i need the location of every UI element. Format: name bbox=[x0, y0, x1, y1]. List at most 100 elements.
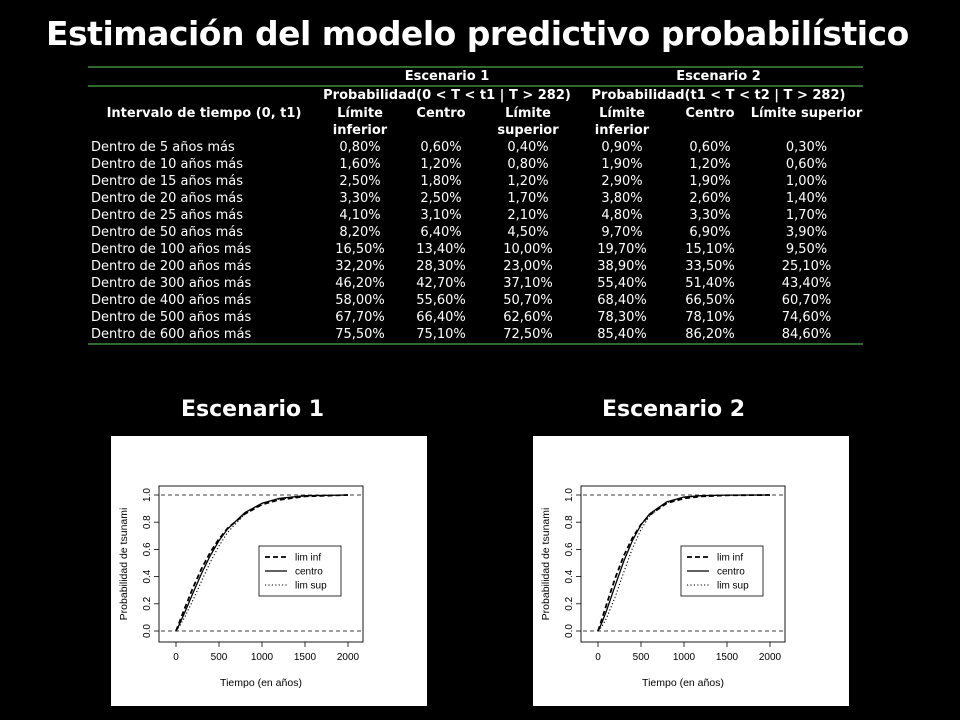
table-row: Dentro de 10 años más 1,60% 1,20% 0,80% 1,90… bbox=[88, 156, 863, 173]
table-cell: 3,10% bbox=[420, 208, 462, 223]
series-line-centro bbox=[175, 494, 349, 632]
table-cell: 10,00% bbox=[503, 242, 553, 257]
y-axis-label: Probabilidad de tsunami bbox=[540, 508, 552, 621]
table-cell: 0,90% bbox=[601, 140, 643, 155]
table-cell: 62,60% bbox=[503, 310, 553, 325]
table-cell: 2,60% bbox=[689, 191, 731, 206]
table-cell: 1,70% bbox=[785, 208, 828, 223]
x-axis-label: Tiempo (en años) bbox=[220, 677, 302, 689]
y-tick-label: 0.2 bbox=[142, 596, 153, 610]
table-cell: 1,00% bbox=[785, 174, 828, 189]
table-cell: 84,60% bbox=[750, 326, 863, 345]
table-row: Dentro de 600 años más 75,50% 75,10% 72,50%… bbox=[88, 326, 863, 345]
row-label: Dentro de 500 años más bbox=[91, 310, 252, 325]
table-row: Dentro de 20 años más 3,30% 2,50% 1,70% 3,80… bbox=[88, 190, 863, 207]
table-cell: 66,40% bbox=[416, 310, 466, 325]
table-cell: 9,70% bbox=[601, 225, 643, 240]
plot-frame bbox=[580, 485, 786, 643]
table-cell: 13,40% bbox=[416, 242, 466, 257]
probability-table: Escenario 1 Escenario 2 Probabilidad(0 <… bbox=[88, 66, 863, 345]
table-cell: 3,30% bbox=[689, 208, 731, 223]
x-tick-label: 500 bbox=[211, 652, 228, 663]
table-cell: 0,60% bbox=[420, 140, 462, 155]
x-tick-label: 500 bbox=[633, 652, 650, 663]
scenario-2-label: Escenario 2 bbox=[602, 397, 746, 422]
table-cell: 3,90% bbox=[785, 225, 828, 240]
col-centro-2: Centro bbox=[685, 106, 735, 121]
probability-1-header: Probabilidad(0 < T < t1 | T > 282) bbox=[323, 88, 571, 103]
y-tick-label: 1.0 bbox=[142, 488, 153, 502]
x-tick-label: 1500 bbox=[716, 652, 739, 663]
col-lim-inf-2: Límite inferior bbox=[594, 106, 650, 138]
col-centro-1: Centro bbox=[416, 106, 466, 121]
table-cell: 78,10% bbox=[685, 310, 735, 325]
table-row: Dentro de 50 años más 8,20% 6,40% 4,50% 9,70… bbox=[88, 224, 863, 241]
table-cell: 43,40% bbox=[781, 276, 832, 291]
y-tick-label: 0.2 bbox=[564, 596, 575, 610]
y-tick-label: 0.8 bbox=[564, 515, 575, 529]
table-cell: 58,00% bbox=[335, 293, 385, 308]
table-cell: 4,50% bbox=[507, 225, 549, 240]
row-label: Dentro de 10 años más bbox=[91, 157, 244, 172]
row-label: Dentro de 100 años más bbox=[91, 242, 252, 257]
x-tick-label: 1000 bbox=[673, 652, 696, 663]
x-tick-label: 1500 bbox=[294, 652, 317, 663]
table-cell: 72,50% bbox=[482, 326, 574, 345]
x-tick-label: 2000 bbox=[759, 652, 782, 663]
table-cell: 0,80% bbox=[507, 157, 549, 172]
table-cell: 9,50% bbox=[785, 242, 828, 257]
plot-scenario-1: 0 500 1000 1500 2000 0.0 0.2 0.4 0.6 0.8 1.0 Tiempo… bbox=[111, 436, 427, 706]
row-label: Dentro de 20 años más bbox=[91, 191, 244, 206]
table-row: Dentro de 5 años más 0,80% 0,60% 0,40% 0,90%… bbox=[88, 139, 863, 156]
y-tick-label: 0.8 bbox=[142, 515, 153, 529]
table-cell: 74,60% bbox=[781, 310, 832, 325]
chart-scenario-1: 0 500 1000 1500 2000 0.0 0.2 0.4 0.6 0.8 1.0 Tiempo… bbox=[118, 485, 364, 689]
table-cell: 1,70% bbox=[507, 191, 549, 206]
table-cell: 6,40% bbox=[420, 225, 462, 240]
legend-label: lim sup bbox=[717, 581, 749, 592]
row-label: Dentro de 25 años más bbox=[91, 208, 244, 223]
probability-2-header: Probabilidad(t1 < T < t2 | T > 282) bbox=[591, 88, 846, 103]
row-label: Dentro de 400 años más bbox=[91, 293, 252, 308]
probability-header-row: Probabilidad(0 < T < t1 | T > 282) Proba… bbox=[88, 86, 863, 105]
table-cell: 51,40% bbox=[685, 276, 735, 291]
table-cell: 16,50% bbox=[335, 242, 385, 257]
row-label: Dentro de 15 años más bbox=[91, 174, 244, 189]
table-cell: 1,20% bbox=[507, 174, 549, 189]
table-cell: 66,50% bbox=[685, 293, 735, 308]
table-cell: 55,40% bbox=[597, 276, 647, 291]
series-line-lim-sup bbox=[597, 494, 771, 632]
row-label: Dentro de 50 años más bbox=[91, 225, 244, 240]
table-cell: 46,20% bbox=[335, 276, 385, 291]
table-cell: 33,50% bbox=[685, 259, 735, 274]
table-cell: 60,70% bbox=[781, 293, 832, 308]
y-tick-label: 0.0 bbox=[564, 624, 575, 638]
chart-scenario-2: 0 500 1000 1500 2000 0.0 0.2 0.4 0.6 0.8 1.0 Tiempo… bbox=[540, 485, 786, 689]
x-axis-label: Tiempo (en años) bbox=[642, 677, 724, 689]
table-cell: 50,70% bbox=[503, 293, 553, 308]
y-tick-label: 0.0 bbox=[142, 624, 153, 638]
column-header-row: Intervalo de tiempo (0, t1) Límite infer… bbox=[88, 105, 863, 139]
legend-label: lim inf bbox=[717, 553, 743, 564]
table-cell: 86,20% bbox=[670, 326, 750, 345]
table-cell: 38,90% bbox=[597, 259, 647, 274]
table-cell: 19,70% bbox=[597, 242, 647, 257]
x-tick-label: 0 bbox=[173, 652, 179, 663]
scenario-header-blank bbox=[88, 66, 320, 87]
scenario-2-header: Escenario 2 bbox=[574, 66, 863, 87]
table-cell: 23,00% bbox=[503, 259, 553, 274]
table-cell: 67,70% bbox=[335, 310, 385, 325]
table-cell: 1,20% bbox=[689, 157, 731, 172]
table-cell: 55,60% bbox=[416, 293, 466, 308]
y-axis-label: Probabilidad de tsunami bbox=[118, 508, 130, 621]
row-label: Dentro de 600 años más bbox=[88, 326, 320, 345]
series-line-centro bbox=[597, 494, 771, 632]
scenario-header-row: Escenario 1 Escenario 2 bbox=[88, 66, 863, 87]
table-cell: 42,70% bbox=[416, 276, 466, 291]
table-cell: 85,40% bbox=[574, 326, 670, 345]
x-tick-label: 2000 bbox=[337, 652, 360, 663]
scenario-1-label: Escenario 1 bbox=[181, 397, 325, 422]
table-cell: 78,30% bbox=[597, 310, 647, 325]
scenario-1-header: Escenario 1 bbox=[320, 66, 574, 87]
table-row: Dentro de 300 años más 46,20% 42,70% 37,10%… bbox=[88, 275, 863, 292]
